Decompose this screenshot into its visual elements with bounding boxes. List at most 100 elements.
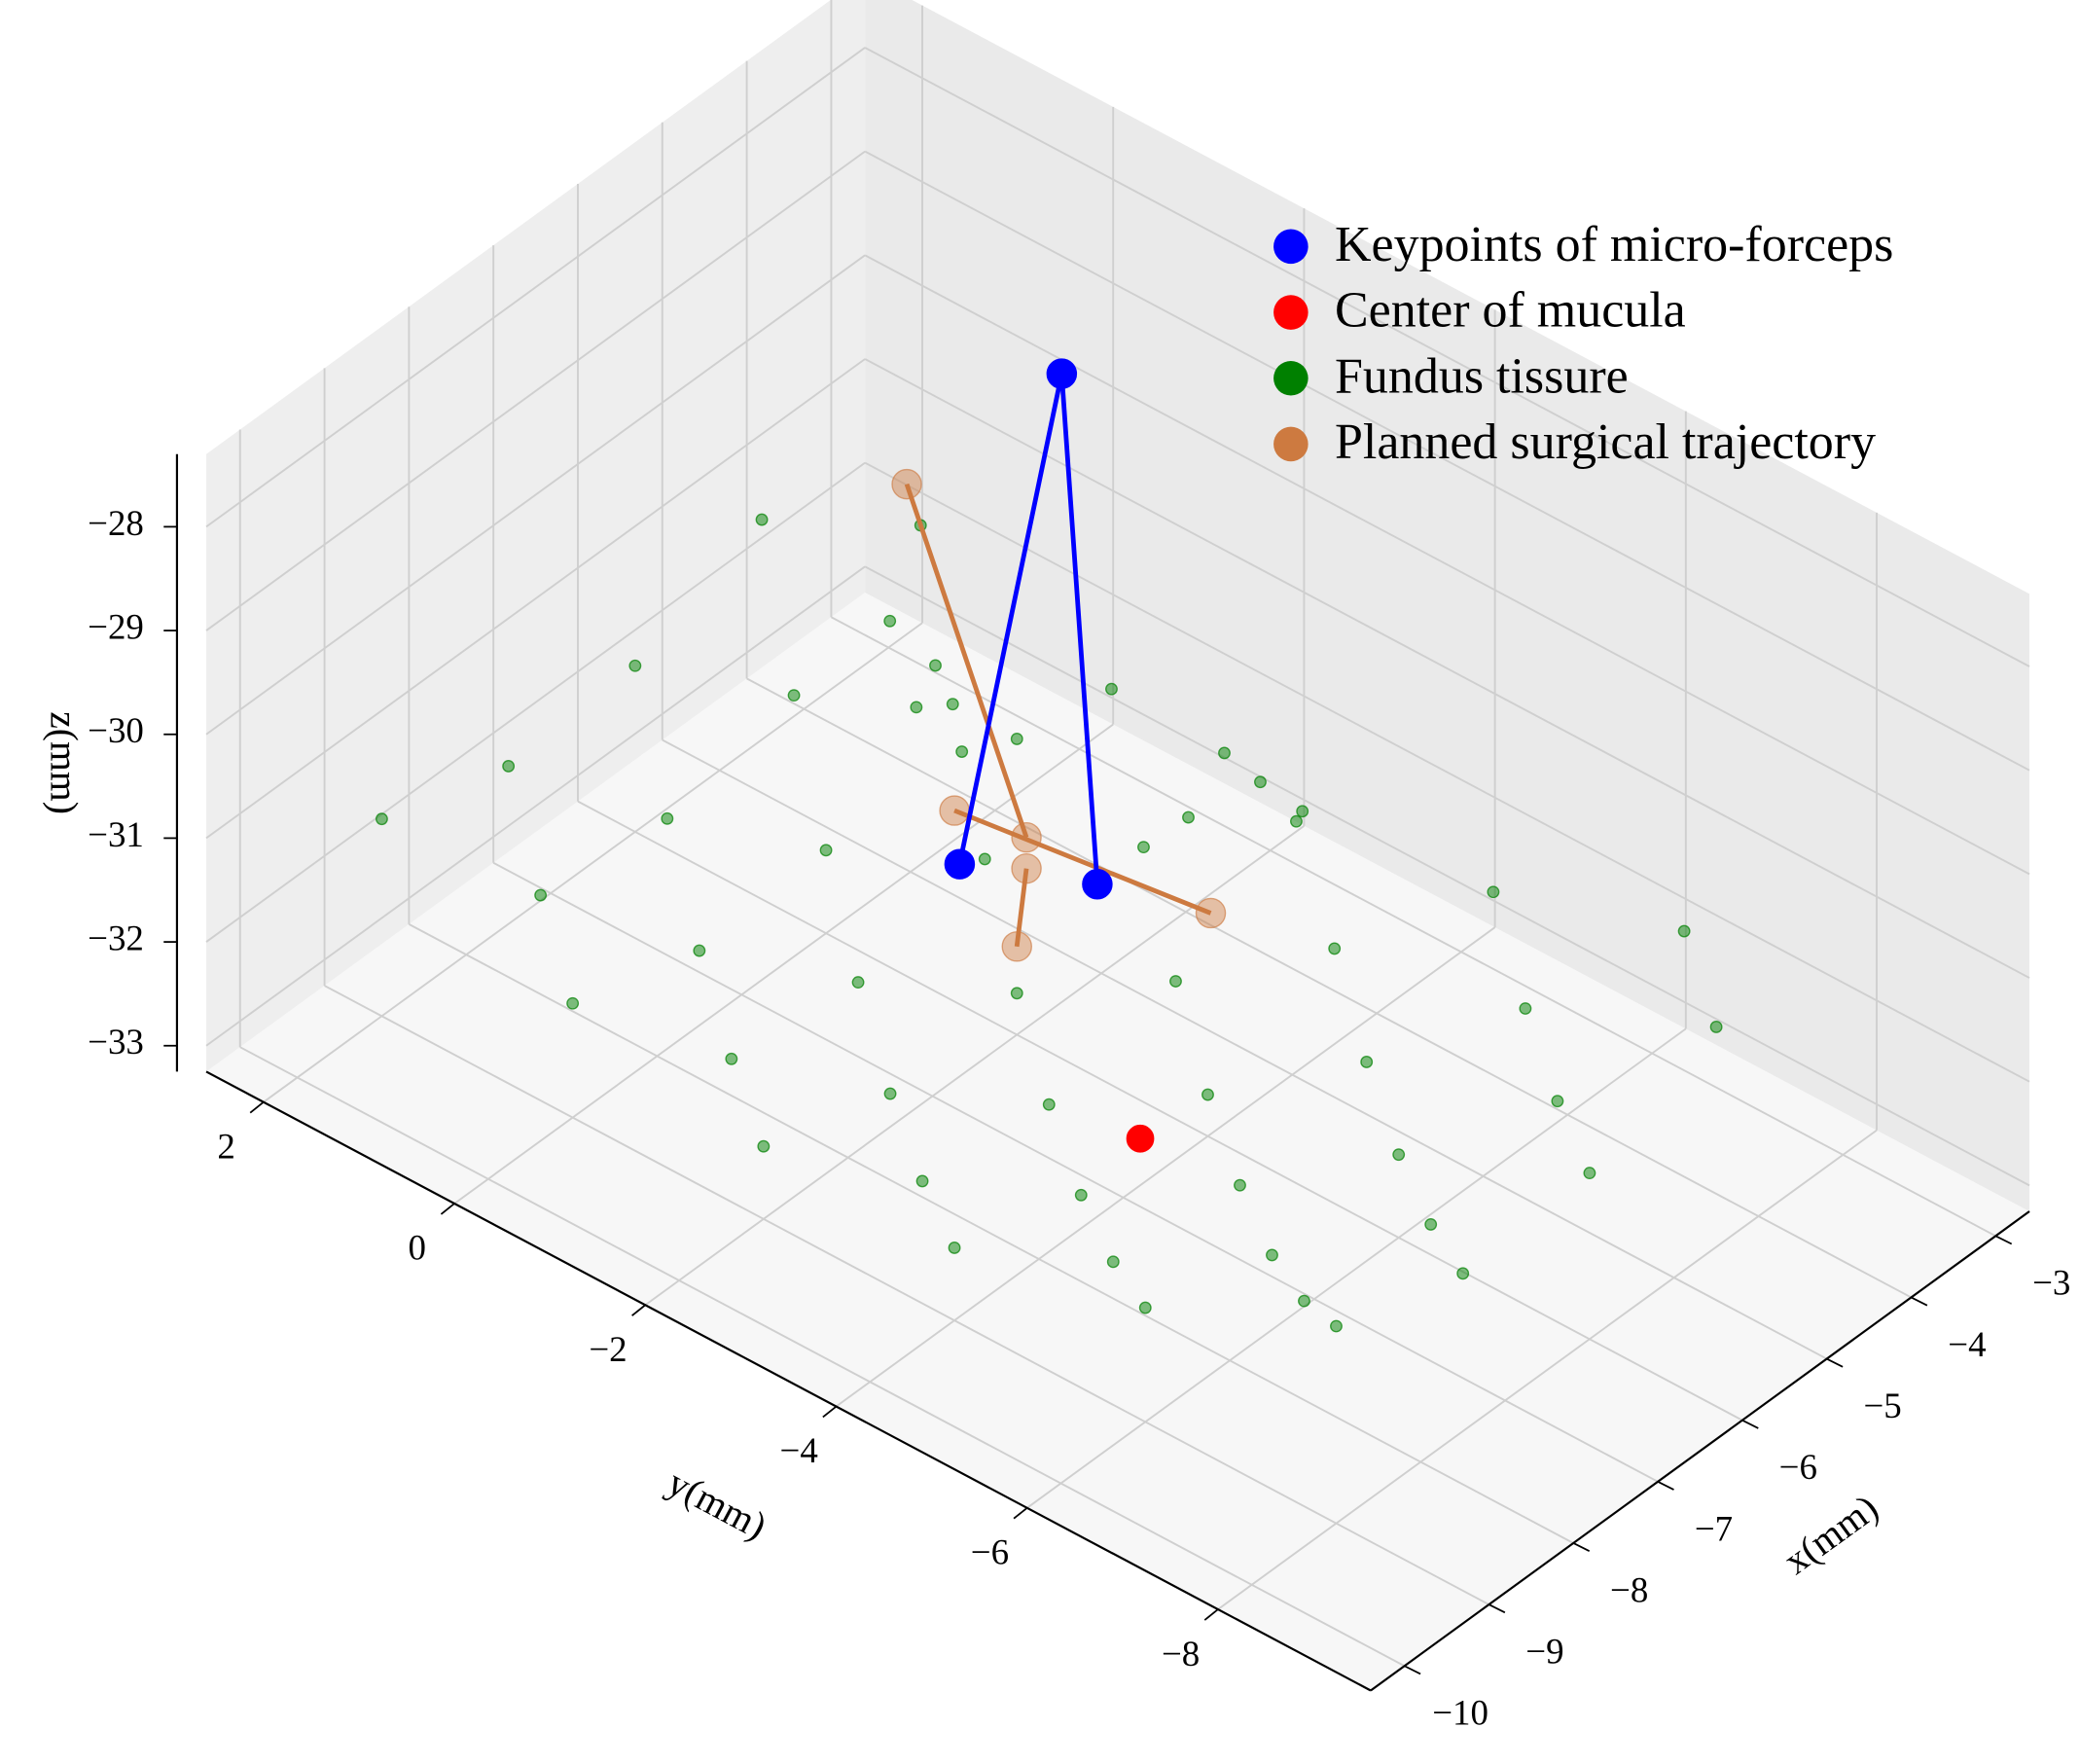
point: [978, 852, 991, 866]
point: [1138, 1301, 1152, 1314]
y-axis-line: [205, 1070, 1372, 1692]
y-tick-label: −2: [589, 1329, 627, 1369]
grid-line: [864, 150, 2030, 772]
point: [946, 698, 959, 711]
y-tick-label: 0: [409, 1228, 426, 1268]
point: [725, 1052, 738, 1065]
x-tick-label: −8: [1610, 1569, 1648, 1609]
point: [851, 976, 865, 990]
point: [1234, 1178, 1246, 1192]
point: [1360, 1056, 1374, 1068]
legend-marker: [1273, 295, 1309, 330]
grid-line: [830, 616, 1996, 1238]
grid-line: [864, 461, 2030, 1083]
grid-line: [662, 738, 1828, 1360]
point: [1254, 775, 1267, 789]
legend-label: Keypoints of micro-forceps: [1335, 217, 1893, 272]
point: [1519, 1002, 1532, 1015]
tick-mark: [1488, 1603, 1506, 1614]
grid-line: [263, 622, 923, 1103]
grid-line: [1217, 1129, 1878, 1610]
point: [883, 1087, 897, 1100]
point: [948, 1242, 961, 1254]
grid-line: [864, 47, 2030, 667]
grid-line: [205, 254, 866, 736]
grid-line: [205, 565, 866, 1047]
point: [1296, 805, 1309, 818]
legend-marker: [1273, 360, 1309, 396]
point: [1010, 987, 1023, 1000]
point: [787, 689, 801, 702]
x-tick-label: −3: [2032, 1263, 2070, 1303]
point: [955, 745, 969, 758]
point: [944, 848, 976, 880]
point: [1201, 1088, 1214, 1101]
legend-label: Center of mucula: [1335, 283, 1686, 339]
series-line: [904, 483, 1212, 948]
tick-mark: [1572, 1542, 1591, 1552]
point: [1011, 852, 1042, 884]
point: [628, 659, 642, 672]
tick-mark: [1994, 1235, 2013, 1245]
x-axis-label: x(mm): [1775, 1487, 1885, 1583]
point: [1001, 931, 1032, 962]
point: [566, 996, 580, 1010]
marks: [375, 358, 1723, 1333]
point: [1218, 746, 1231, 760]
point: [661, 811, 674, 825]
point: [502, 760, 516, 773]
x-tick-label: −9: [1525, 1632, 1563, 1672]
point: [755, 513, 769, 526]
point: [1126, 1124, 1155, 1153]
point: [1424, 1217, 1438, 1231]
point: [915, 1174, 929, 1188]
back-pane: [206, 0, 866, 1072]
x-axis-line: [1370, 1210, 2030, 1692]
point: [1709, 1021, 1723, 1033]
point: [891, 468, 922, 500]
y-axis-label: y(mm): [661, 1460, 773, 1548]
point: [1011, 821, 1042, 853]
tick-mark: [631, 1304, 646, 1316]
grid-line: [492, 861, 1659, 1483]
tick-mark: [1203, 1608, 1219, 1621]
point: [1487, 885, 1500, 899]
point: [1677, 924, 1691, 938]
point: [375, 812, 388, 826]
grid-line: [205, 358, 866, 840]
y-tick-label: −6: [971, 1532, 1009, 1572]
point: [929, 659, 942, 672]
point: [1328, 942, 1342, 955]
legend-label: Fundus tissure: [1335, 348, 1629, 404]
legend-marker: [1273, 426, 1309, 462]
z-tick-label: −33: [88, 1022, 144, 1062]
z-tick-label: −30: [88, 710, 144, 750]
point: [1392, 1148, 1406, 1162]
point: [1182, 810, 1195, 824]
tick-mark: [1013, 1507, 1028, 1520]
point: [1082, 869, 1113, 900]
point: [1290, 814, 1303, 828]
y-tick-label: −8: [1162, 1634, 1200, 1674]
grid-line: [864, 254, 2030, 876]
point: [1551, 1095, 1564, 1108]
grid: [205, 0, 2030, 1668]
side-pane: [865, 0, 2030, 1212]
x-tick-label: −4: [1948, 1324, 1986, 1364]
legend-marker: [1273, 229, 1309, 265]
grid-line: [746, 677, 1912, 1299]
point: [534, 888, 548, 902]
panes: [206, 0, 2030, 1691]
point: [1195, 897, 1227, 929]
point: [1266, 1248, 1278, 1262]
tick-mark: [1657, 1481, 1674, 1491]
z-tick-label: −28: [88, 503, 144, 543]
point: [1105, 682, 1118, 696]
point: [1169, 975, 1182, 988]
x-tick-label: −5: [1863, 1386, 1901, 1425]
tick-mark: [1911, 1296, 1928, 1307]
point: [1106, 1255, 1120, 1269]
point: [1583, 1167, 1596, 1180]
